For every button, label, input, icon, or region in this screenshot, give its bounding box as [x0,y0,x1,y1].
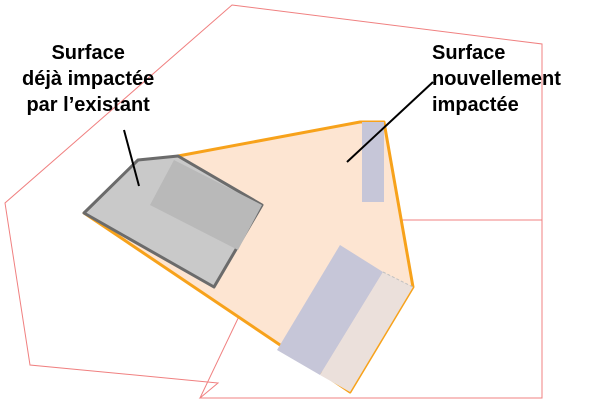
parcel-outline-large [4,4,543,399]
label-existing-line-2: déjà impactée [22,68,155,90]
building-extension-edge [382,271,414,288]
building-large [277,245,383,375]
leader-line-existing [123,129,140,187]
label-existing-surface: Surface déjà impactée par l’existant [22,40,154,118]
label-new-surface: Surface nouvellement impactée [432,40,561,118]
building-small [362,122,384,202]
label-existing-line-3: par l’existant [26,94,150,116]
leader-line-new [346,81,434,163]
building-extension [320,272,413,392]
label-new-line-3: impactée [432,94,519,116]
label-new-line-2: nouvellement [432,68,561,90]
existing-building [150,160,262,250]
label-existing-line-1: Surface [51,42,125,64]
label-new-line-1: Surface [432,42,506,64]
